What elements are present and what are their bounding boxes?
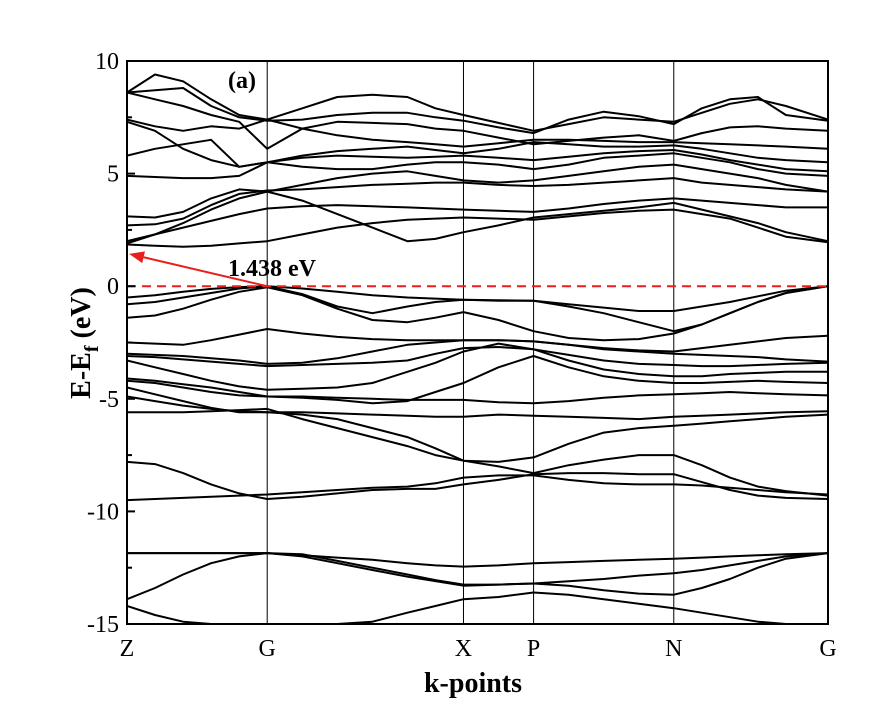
x-axis-title: k-points (424, 668, 522, 699)
y-axis-title-unit: (eV) (66, 287, 97, 345)
y-axis-ticks: 10 5 0 -5 -10 -15 (87, 49, 135, 638)
band-gap-arrowhead (129, 251, 145, 264)
band-21 (126, 197, 828, 243)
x-tick-label-G: G (259, 636, 276, 662)
y-tick-label: 0 (107, 274, 119, 300)
x-tick-label-N: N (665, 636, 682, 662)
x-tick-label-P: P (527, 636, 540, 662)
band-gap-label: 1.438 eV (228, 256, 317, 282)
y-tick-label: 10 (95, 49, 119, 75)
y-axis-title: E-Ef (eV) (66, 287, 103, 399)
high-symmetry-lines (266, 61, 675, 624)
band-gap-arrow-group (129, 251, 268, 288)
y-axis-title-subscript: f (81, 345, 103, 352)
x-tick-label-Z: Z (120, 636, 135, 662)
x-tick-label-G: G (819, 636, 836, 662)
band-gap-arrow (143, 256, 268, 288)
y-tick-label: -5 (99, 387, 119, 413)
band-1 (126, 591, 828, 625)
band-6 (126, 460, 829, 500)
band-2 (126, 552, 829, 601)
panel-label: (a) (228, 68, 256, 94)
y-axis-title-main: E-E (66, 352, 97, 399)
y-tick-label: -10 (87, 499, 119, 525)
band-16 (126, 285, 829, 342)
x-tick-label-X: X (455, 636, 472, 662)
y-tick-label: 5 (107, 162, 119, 188)
bands-group (126, 73, 829, 625)
y-tick-label: -15 (87, 612, 119, 638)
band-4 (127, 552, 829, 568)
band-14 (126, 339, 829, 365)
band-9 (126, 386, 829, 463)
